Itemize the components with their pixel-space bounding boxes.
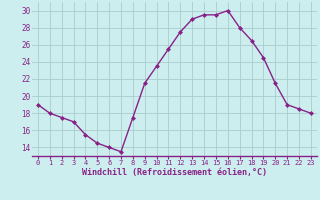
X-axis label: Windchill (Refroidissement éolien,°C): Windchill (Refroidissement éolien,°C) [82,168,267,177]
